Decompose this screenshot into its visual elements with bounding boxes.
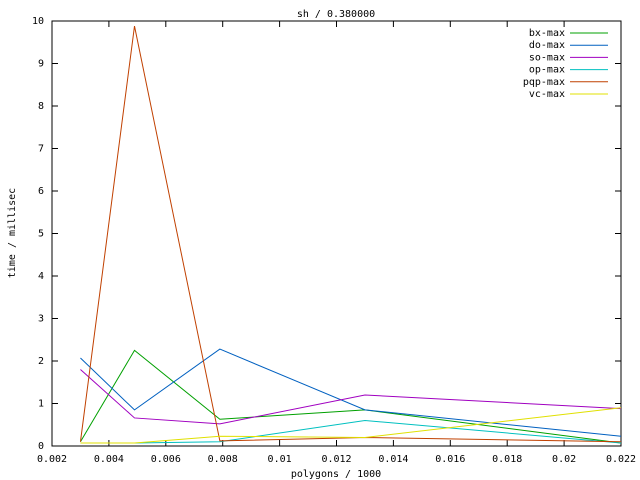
x-axis-label: polygons / 1000 (291, 469, 381, 480)
y-tick-label: 0 (38, 441, 44, 452)
y-tick-label: 9 (38, 59, 44, 70)
x-tick-label: 0.022 (606, 454, 636, 465)
legend-label: op-max (529, 65, 565, 76)
y-axis-label: time / millisec (7, 188, 18, 278)
y-tick-label: 1 (38, 399, 44, 410)
x-tick-label: 0.012 (321, 454, 351, 465)
series-line (80, 348, 622, 437)
chart-title: sh / 0.380000 (297, 9, 375, 20)
x-tick-label: 0.016 (435, 454, 465, 465)
y-tick-label: 6 (38, 186, 44, 197)
legend-label: so-max (529, 52, 565, 63)
y-tick-label: 5 (38, 229, 44, 240)
series-line (80, 349, 622, 444)
series-line (80, 419, 622, 444)
x-tick-label: 0.008 (208, 454, 238, 465)
y-tick-label: 2 (38, 356, 44, 367)
legend-label: pqp-max (523, 77, 565, 88)
y-tick-label: 10 (32, 16, 44, 27)
legend-label: do-max (529, 40, 565, 51)
y-tick-label: 4 (38, 271, 44, 282)
x-tick-label: 0.006 (151, 454, 181, 465)
series-line (79, 25, 622, 443)
x-tick-label: 0.018 (492, 454, 522, 465)
x-tick-label: 0.02 (552, 454, 576, 465)
x-tick-label: 0.014 (378, 454, 408, 465)
y-tick-label: 3 (38, 314, 44, 325)
y-tick-label: 7 (38, 144, 44, 155)
legend-label: bx-max (529, 28, 565, 39)
y-tick-label: 8 (38, 101, 44, 112)
legend-label: vc-max (529, 89, 565, 100)
series-line (80, 407, 622, 444)
x-tick-label: 0.01 (268, 454, 292, 465)
x-tick-label: 0.004 (94, 454, 124, 465)
x-tick-label: 0.002 (37, 454, 67, 465)
series-line (80, 369, 622, 425)
